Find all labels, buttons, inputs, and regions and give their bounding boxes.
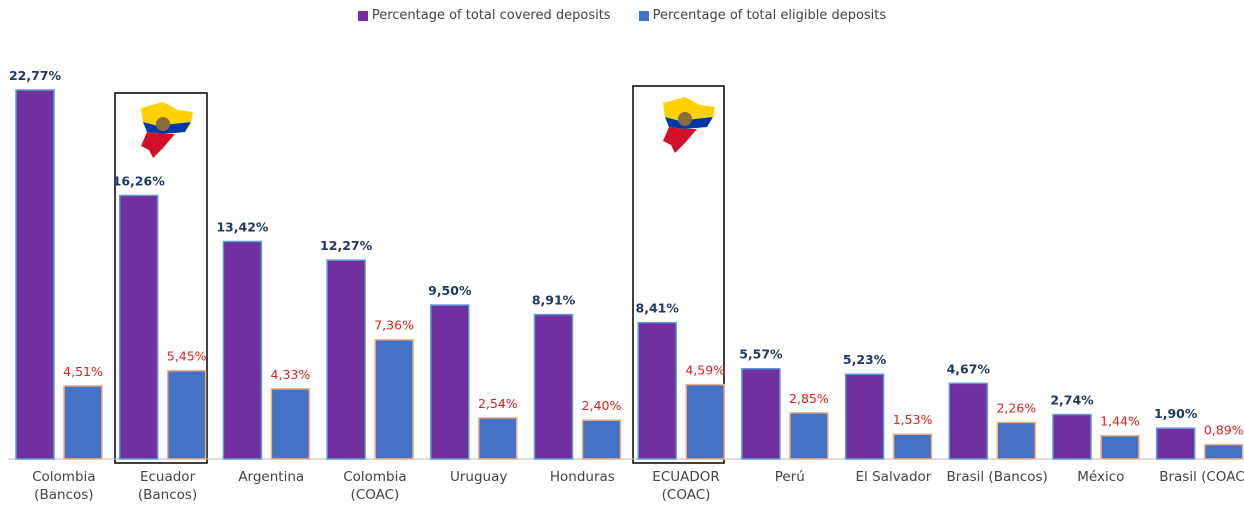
bar	[581, 419, 622, 460]
bar	[1100, 434, 1140, 460]
data-label: 13,42%	[216, 220, 269, 235]
bar	[326, 259, 366, 460]
bar	[844, 373, 885, 460]
data-label: 4,51%	[63, 364, 103, 379]
bar	[63, 385, 103, 460]
x-tick-label: Perú	[774, 469, 805, 485]
bar	[478, 417, 518, 460]
legend-item: Percentage of total eligible deposits	[638, 8, 887, 23]
data-label: 12,27%	[320, 238, 373, 253]
data-label: 4,67%	[947, 361, 991, 376]
bar	[533, 313, 574, 460]
legend-swatch	[357, 10, 368, 21]
data-label: 5,23%	[843, 352, 887, 367]
data-label: 4,59%	[685, 363, 725, 378]
x-tick-label: Colombia (COAC)	[343, 469, 407, 503]
bar	[222, 240, 263, 460]
data-label: 7,36%	[374, 318, 414, 333]
data-label: 2,74%	[1050, 393, 1094, 408]
x-tick-label: Argentina	[238, 469, 305, 485]
highlight-box	[114, 92, 208, 464]
highlight-box	[632, 85, 725, 464]
bar	[1052, 413, 1092, 460]
x-tick-label: México	[1077, 469, 1125, 485]
bar	[118, 194, 159, 460]
x-tick-label: Uruguay	[449, 469, 508, 485]
bar	[374, 338, 414, 460]
data-label: 9,50%	[428, 283, 472, 298]
data-label: 16,26%	[113, 173, 166, 188]
data-label: 2,26%	[996, 400, 1036, 415]
data-label: 2,54%	[478, 396, 518, 411]
data-label: 22,77%	[9, 68, 62, 83]
data-label: 2,40%	[582, 398, 622, 413]
bar	[892, 433, 933, 460]
legend-swatch	[638, 10, 649, 21]
bar	[637, 321, 677, 460]
bar	[270, 388, 311, 460]
bar	[789, 412, 829, 460]
bar	[685, 383, 725, 460]
legend-item: Percentage of total covered deposits	[357, 8, 611, 23]
bar	[741, 367, 781, 460]
bar	[15, 89, 55, 460]
x-tick-label: Brasil (COAC)	[1159, 469, 1244, 485]
x-tick-label: Honduras	[549, 469, 615, 485]
legend-label: Percentage of total eligible deposits	[652, 8, 887, 23]
data-label: 0,89%	[1204, 423, 1244, 438]
bar	[996, 421, 1037, 460]
x-tick-label: Ecuador (Bancos)	[137, 469, 198, 503]
x-tick-label: El Salvador	[855, 469, 932, 485]
data-label: 1,53%	[893, 412, 933, 427]
x-tick-label: Brasil (Bancos)	[946, 469, 1048, 485]
data-label: 5,57%	[739, 347, 783, 362]
data-label: 5,45%	[167, 349, 207, 364]
data-label: 1,90%	[1154, 406, 1198, 421]
data-label: 2,85%	[789, 391, 829, 406]
x-tick-label: ECUADOR (COAC)	[652, 469, 720, 503]
bar	[1155, 427, 1196, 460]
legend: Percentage of total covered deposits Perc…	[0, 8, 1244, 23]
data-label: 8,41%	[636, 301, 680, 316]
bar	[948, 382, 989, 460]
flag-icon	[141, 102, 193, 158]
legend-label: Percentage of total covered deposits	[371, 8, 611, 23]
data-label: 1,44%	[1100, 414, 1140, 429]
x-tick-label: Colombia (Bancos)	[32, 469, 96, 503]
bar	[430, 304, 470, 460]
data-label: 8,91%	[532, 293, 576, 308]
bar	[166, 369, 207, 460]
bar	[1203, 443, 1244, 460]
data-label: 4,33%	[271, 367, 311, 382]
flag-icon	[663, 97, 715, 153]
